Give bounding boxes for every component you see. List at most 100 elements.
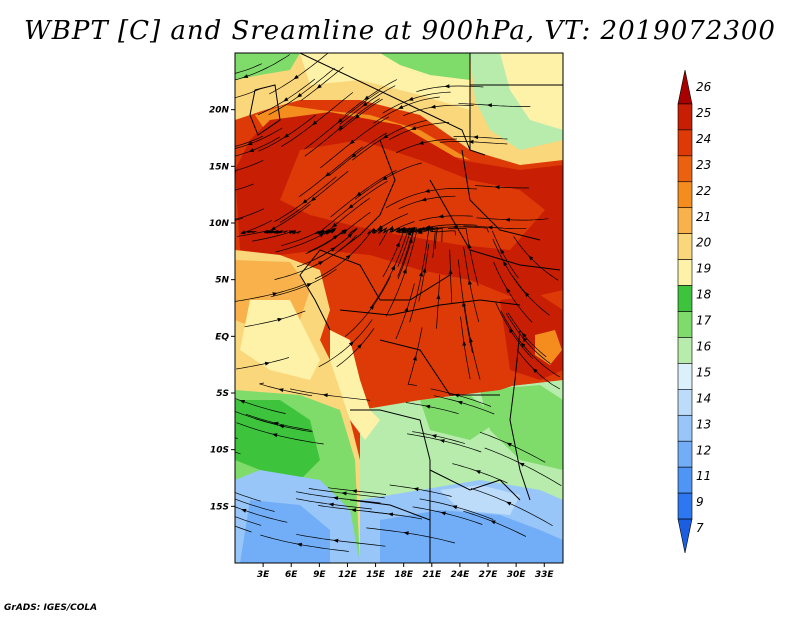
x-tick-label: 9E — [313, 570, 326, 580]
colorbar-label: 24 — [696, 132, 711, 146]
streamline-arrow — [506, 501, 512, 506]
streamline — [479, 431, 546, 463]
streamline-arrow — [278, 388, 284, 393]
streamline-arrow — [395, 241, 400, 248]
streamline-arrow — [247, 141, 253, 145]
streamline — [275, 228, 335, 253]
streamline — [235, 136, 280, 157]
streamline — [235, 411, 277, 425]
streamline — [259, 382, 313, 397]
streamline — [235, 127, 283, 149]
streamline-arrow — [283, 97, 289, 102]
streamline-arrow — [322, 393, 328, 398]
y-tick-label: 10S — [210, 446, 229, 456]
streamline — [507, 312, 547, 358]
colorbar-label: 15 — [696, 365, 711, 379]
streamline-arrow — [349, 139, 355, 145]
streamline-arrow — [278, 424, 285, 429]
streamline — [396, 138, 458, 154]
streamline — [389, 484, 452, 497]
streamline — [339, 98, 383, 132]
colorbar-label: 22 — [696, 184, 711, 198]
streamline — [235, 183, 254, 191]
streamline — [463, 510, 527, 537]
streamline — [251, 229, 302, 242]
streamline — [304, 98, 380, 157]
streamline — [512, 276, 550, 316]
x-tick-label: 6E — [285, 570, 298, 580]
streamline-arrow — [487, 225, 493, 230]
streamline — [352, 119, 428, 161]
x-axis-ticks: 3E 6E 9E 12E 15E 18E 21E 24E 27E 30E 33E — [257, 563, 554, 580]
streamline-arrow — [351, 153, 357, 158]
streamline — [242, 219, 273, 234]
streamline-arrow — [421, 197, 427, 202]
streamline-arrow — [310, 196, 316, 202]
streamline-arrow — [462, 340, 467, 346]
streamline — [281, 229, 330, 247]
colorbar-label: 26 — [696, 80, 712, 94]
streamline-arrow — [319, 233, 325, 238]
streamline — [235, 492, 261, 502]
streamline-arrow — [337, 125, 343, 131]
streamline-arrow — [506, 442, 512, 447]
streamline-arrow — [402, 268, 407, 274]
colorbar-label: 19 — [696, 262, 711, 276]
streamline — [235, 437, 238, 440]
streamline-arrow — [331, 222, 338, 228]
credit-text: GrADS: IGES/COLA — [4, 603, 98, 613]
streamline — [382, 91, 451, 114]
streamline — [513, 236, 559, 281]
streamline — [327, 487, 387, 495]
streamline — [344, 275, 391, 338]
colorbar-label: 11 — [696, 469, 711, 483]
colorbar-label: 21 — [696, 210, 711, 224]
colorbar-swatch — [677, 207, 693, 234]
streamline-arrow — [424, 189, 430, 193]
streamline-arrow — [422, 267, 427, 273]
streamline — [385, 232, 417, 317]
streamline — [264, 230, 288, 234]
streamline-arrow — [438, 214, 444, 219]
streamline-arrow — [503, 260, 508, 267]
streamline-arrow — [430, 104, 436, 109]
streamline — [330, 169, 397, 218]
streamline-arrow — [369, 304, 375, 310]
streamline — [452, 463, 508, 484]
streamline-arrow — [508, 327, 514, 334]
streamline — [505, 313, 551, 364]
streamline — [264, 203, 311, 234]
colorbar: 26 25 24 23 22 21 20 19 18 17 16 15 14 13 12 11 9 7 — [677, 69, 712, 554]
streamline — [235, 160, 264, 172]
streamline-arrow — [391, 265, 395, 271]
streamline — [371, 213, 409, 234]
streamline — [339, 85, 396, 125]
streamline — [464, 304, 481, 380]
streamline-arrow — [203, 512, 208, 516]
streamline-arrow — [404, 306, 409, 312]
colorbar-label: 16 — [696, 340, 712, 354]
streamline — [235, 208, 265, 220]
colorbar-bottom-arrow — [677, 518, 693, 554]
streamline-arrow — [457, 400, 463, 405]
colorbar-swatch — [677, 337, 693, 364]
streamline — [430, 388, 492, 407]
y-tick-label: 5N — [215, 276, 229, 286]
colorbar-top-arrow — [677, 69, 693, 105]
streamline — [463, 246, 480, 322]
streamline-arrow — [524, 291, 530, 297]
streamline — [344, 79, 398, 116]
streamline-arrow — [296, 93, 303, 98]
streamline-arrow — [387, 512, 394, 517]
streamline — [274, 176, 337, 222]
streamline-arrow — [312, 120, 318, 126]
streamline — [419, 215, 473, 222]
colorbar-swatch — [677, 129, 693, 157]
country-borders — [249, 53, 563, 563]
streamline-arrow — [317, 230, 323, 235]
colorbar-swatch — [677, 440, 693, 468]
streamline — [410, 226, 437, 250]
streamline — [403, 104, 474, 117]
streamlines — [203, 53, 562, 552]
streamline-arrow — [351, 489, 357, 494]
